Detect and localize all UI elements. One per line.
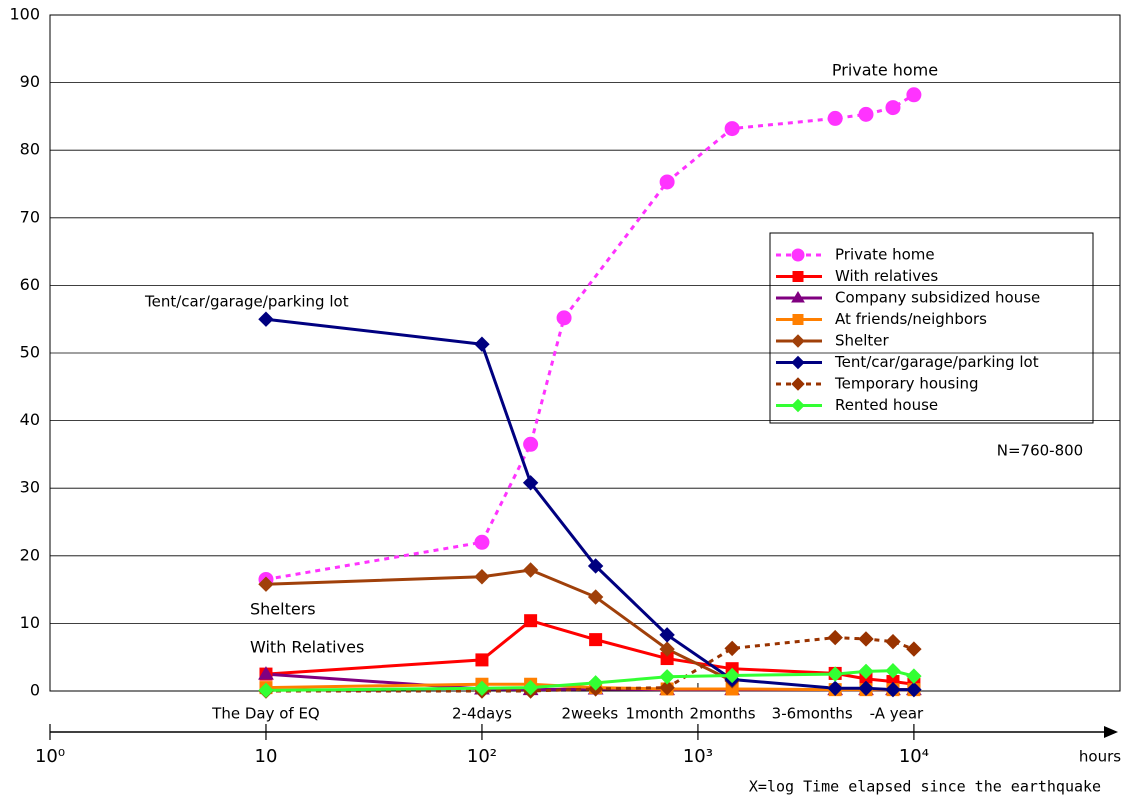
- time-axis-arrow: [1104, 726, 1118, 738]
- marker: [906, 681, 922, 698]
- marker: [587, 558, 604, 574]
- legend-marker: [792, 271, 804, 282]
- x-tick-label: 10²: [467, 746, 497, 767]
- legend-marker: [791, 248, 805, 262]
- period-label: The Day of EQ: [211, 705, 320, 723]
- x-tick-label: 10³: [683, 746, 713, 767]
- series-line: [265, 669, 915, 692]
- marker: [724, 640, 740, 657]
- series-line: [265, 93, 915, 581]
- series-line: [265, 636, 915, 693]
- x-tick-label: 10: [255, 746, 278, 767]
- marker: [523, 436, 539, 452]
- y-tick-label: 30: [20, 478, 40, 497]
- marker: [906, 87, 922, 103]
- marker: [858, 106, 874, 122]
- annotation: Tent/car/garage/parking lot: [144, 293, 349, 311]
- marker: [885, 100, 901, 116]
- y-tick-label: 70: [20, 207, 40, 226]
- marker: [858, 680, 874, 697]
- marker: [827, 666, 843, 682]
- y-tick-label: 80: [20, 140, 40, 159]
- legend-marker: [791, 377, 805, 391]
- period-label: 2-4days: [452, 705, 512, 723]
- marker: [587, 589, 604, 605]
- marker: [258, 311, 274, 327]
- marker: [474, 336, 490, 352]
- period-label: 2weeks: [561, 705, 618, 723]
- marker: [587, 675, 604, 691]
- marker: [659, 679, 675, 696]
- marker: [885, 681, 901, 698]
- annotation: With Relatives: [250, 638, 364, 657]
- y-tick-label: 90: [20, 72, 40, 91]
- marker: [522, 562, 539, 578]
- marker: [724, 667, 740, 684]
- marker: [885, 663, 901, 679]
- marker: [474, 680, 490, 697]
- marker: [659, 627, 675, 643]
- period-label: -A year: [870, 705, 924, 723]
- marker: [659, 669, 675, 685]
- y-tick-label: 0: [30, 681, 40, 700]
- marker: [474, 569, 490, 585]
- marker: [906, 668, 922, 684]
- annotation: Shelters: [250, 600, 316, 619]
- y-tick-label: 100: [9, 5, 40, 24]
- marker: [556, 310, 572, 326]
- x-axis-label: X=log Time elapsed since the earthquake: [749, 778, 1101, 796]
- y-tick-label: 20: [20, 545, 40, 564]
- legend-box: [769, 232, 1094, 424]
- x-tick-label: 10⁰: [35, 746, 65, 767]
- marker: [258, 576, 274, 592]
- marker: [906, 641, 922, 657]
- marker: [474, 534, 490, 550]
- period-label: 2months: [690, 705, 756, 723]
- marker: [522, 475, 539, 491]
- marker: [827, 680, 843, 697]
- marker: [522, 679, 539, 696]
- legend-marker: [791, 291, 805, 303]
- marker: [258, 682, 274, 699]
- legend-label: At friends/neighbors: [835, 310, 987, 328]
- legend-label: Company subsidized house: [835, 289, 1040, 307]
- x-tick-label: 10⁴: [899, 746, 929, 767]
- period-label: 3-6months: [772, 705, 853, 723]
- legend-label: Temporary housing: [834, 375, 979, 393]
- legend-label: With relatives: [835, 267, 938, 285]
- marker: [589, 633, 603, 647]
- marker: [524, 614, 538, 628]
- y-tick-label: 10: [20, 613, 40, 632]
- marker: [858, 631, 874, 647]
- annotation: N=760-800: [997, 442, 1083, 460]
- marker: [659, 174, 675, 190]
- series-line: [265, 317, 914, 692]
- marker: [827, 110, 843, 126]
- marker: [659, 641, 675, 657]
- marker: [858, 663, 874, 680]
- legend-marker: [791, 355, 805, 370]
- marker: [724, 121, 740, 137]
- legend-label: Shelter: [835, 332, 890, 350]
- y-tick-label: 50: [20, 343, 40, 362]
- y-tick-label: 40: [20, 410, 40, 429]
- y-tick-label: 60: [20, 275, 40, 294]
- marker: [885, 633, 901, 650]
- legend-label: Rented house: [835, 396, 938, 414]
- marker: [258, 666, 274, 680]
- marker: [475, 653, 489, 667]
- legend-marker: [791, 398, 805, 413]
- legend-label: Tent/car/garage/parking lot: [834, 353, 1039, 371]
- annotation: Private home: [832, 61, 938, 80]
- legend-label: Private home: [835, 246, 935, 264]
- series-line: [265, 568, 733, 683]
- legend-marker: [791, 334, 805, 348]
- x-unit: hours: [1079, 748, 1121, 766]
- legend-marker: [792, 314, 804, 325]
- period-label: 1month: [625, 705, 683, 723]
- marker: [827, 629, 843, 646]
